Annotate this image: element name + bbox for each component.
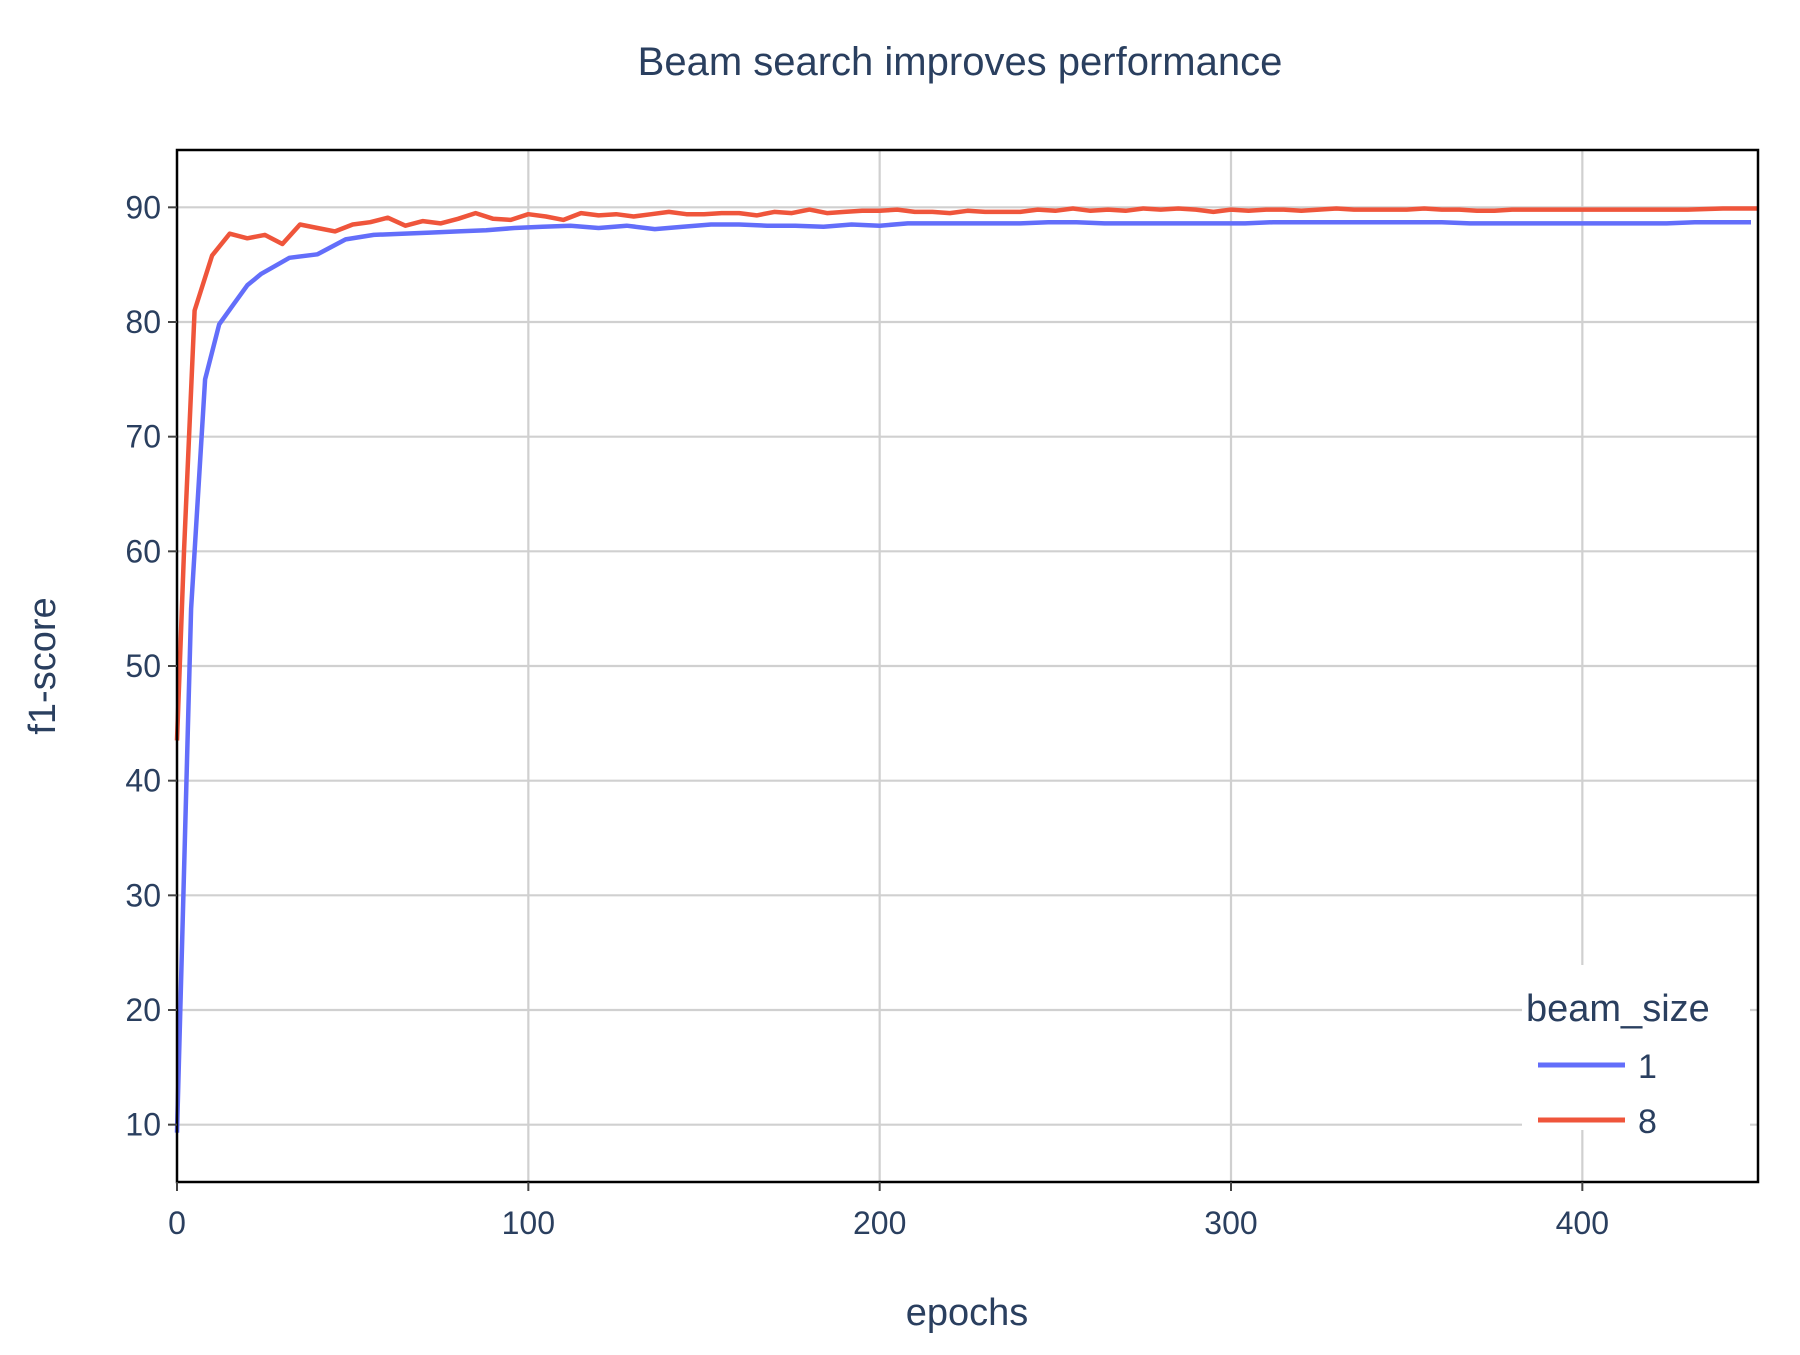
y-tick-label: 40 (125, 763, 161, 799)
series-line-8 (174, 206, 1758, 741)
chart-title: Beam search improves performance (638, 40, 1283, 84)
grid-lines (177, 150, 1758, 1182)
legend-title: beam_size (1526, 988, 1710, 1030)
series-line-1 (174, 219, 1751, 1133)
y-tick-label: 70 (125, 419, 161, 455)
y-axis-ticks: 10 20 30 40 50 60 70 80 90 (125, 189, 177, 1143)
y-tick-label: 90 (125, 189, 161, 225)
y-tick-label: 20 (125, 992, 161, 1028)
y-tick-label: 80 (125, 304, 161, 340)
x-axis-label: epochs (906, 1292, 1029, 1334)
x-tick-label: 200 (853, 1205, 906, 1241)
legend-label-1: 1 (1638, 1048, 1657, 1086)
series-lines (174, 206, 1758, 1133)
legend-background (1522, 965, 1750, 1130)
x-tick-label: 400 (1556, 1205, 1609, 1241)
y-axis-label: f1-score (22, 597, 64, 734)
x-tick-label: 0 (168, 1205, 186, 1241)
x-tick-label: 100 (502, 1205, 555, 1241)
y-tick-label: 10 (125, 1107, 161, 1143)
y-tick-label: 30 (125, 877, 161, 913)
x-tick-label: 300 (1204, 1205, 1257, 1241)
legend-label-8: 8 (1638, 1103, 1657, 1141)
legend: beam_size 1 8 (1522, 965, 1750, 1141)
x-axis-ticks: 0 100 200 300 400 (168, 1182, 1609, 1241)
y-tick-label: 60 (125, 533, 161, 569)
y-tick-label: 50 (125, 648, 161, 684)
